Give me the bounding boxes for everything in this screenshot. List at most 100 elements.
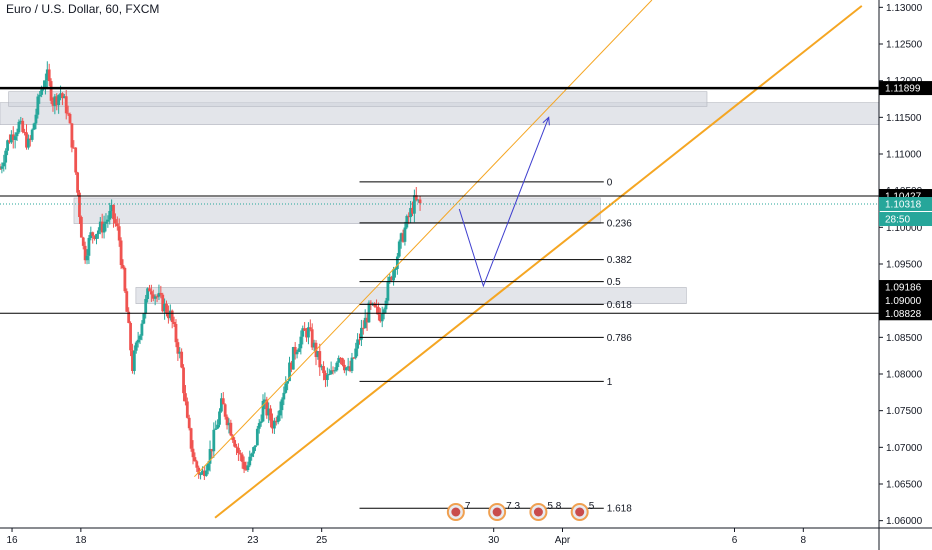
- candle: [195, 461, 199, 468]
- fib-level-label: 1.618: [607, 504, 632, 515]
- candle: [83, 245, 87, 261]
- candle: [176, 342, 180, 354]
- supply-demand-zone[interactable]: [73, 197, 601, 224]
- candle: [291, 347, 295, 370]
- x-tick-label: 16: [6, 535, 18, 546]
- candle: [34, 114, 38, 124]
- event-count: 7 3: [506, 501, 520, 512]
- trendline-channel[interactable]: [194, 0, 653, 478]
- candle: [394, 268, 397, 270]
- candle: [157, 292, 161, 297]
- candle: [165, 303, 168, 314]
- projection-path[interactable]: [458, 117, 550, 288]
- candle: [414, 195, 418, 200]
- candle: [312, 342, 316, 348]
- candle: [416, 199, 420, 201]
- candle: [361, 327, 365, 329]
- y-tick-label: 1.07000: [886, 443, 923, 454]
- candle: [255, 428, 259, 446]
- candle: [159, 292, 163, 295]
- x-tick-label: Apr: [555, 535, 571, 546]
- candle: [182, 367, 185, 394]
- candle: [93, 235, 97, 239]
- candle: [15, 132, 19, 137]
- x-tick-label: 23: [247, 535, 259, 546]
- candle: [307, 327, 310, 338]
- fib-level-label: 0.382: [607, 255, 632, 266]
- event-count: 5 8: [547, 501, 561, 512]
- candle: [405, 215, 409, 228]
- candle: [136, 339, 140, 343]
- countdown-tag: [879, 212, 932, 227]
- x-tick-label: 25: [316, 535, 328, 546]
- price-tag: [879, 280, 932, 295]
- fib-level-label: 0.5: [607, 277, 621, 288]
- candle: [305, 330, 308, 338]
- candle: [261, 400, 265, 422]
- candle: [392, 269, 395, 281]
- candle: [204, 470, 208, 476]
- y-tick-label: 1.08500: [886, 333, 923, 344]
- candle: [254, 445, 257, 448]
- price-tag: [879, 197, 932, 212]
- candle: [102, 223, 106, 233]
- candle: [271, 420, 274, 429]
- candle: [324, 373, 327, 380]
- candle: [409, 207, 413, 218]
- candle: [310, 329, 314, 348]
- candle: [327, 373, 331, 375]
- candle: [36, 96, 40, 115]
- candle: [134, 342, 138, 351]
- candle: [352, 357, 356, 359]
- candle: [252, 447, 255, 454]
- candle: [32, 123, 36, 130]
- candle: [356, 339, 360, 349]
- candle: [337, 357, 341, 363]
- candle: [388, 276, 392, 282]
- candle: [189, 428, 193, 449]
- candle: [74, 147, 78, 173]
- price-tag-label: 1.08828: [885, 309, 922, 320]
- trendline-support[interactable]: [214, 5, 863, 519]
- candle: [316, 351, 320, 358]
- price-tag-label: 1.10318: [885, 200, 922, 211]
- candle: [371, 303, 375, 305]
- supply-demand-zone[interactable]: [135, 287, 687, 304]
- candle: [106, 219, 110, 222]
- y-tick-label: 1.08000: [886, 370, 923, 381]
- candle: [301, 328, 305, 337]
- supply-demand-zone[interactable]: [8, 91, 708, 107]
- candle: [144, 298, 148, 314]
- candle: [8, 140, 11, 143]
- candle: [237, 447, 240, 454]
- candle: [384, 300, 388, 310]
- candle: [13, 136, 17, 140]
- candle: [322, 366, 325, 374]
- candle: [21, 120, 25, 132]
- candle: [295, 351, 299, 355]
- candle: [269, 408, 272, 421]
- candle: [348, 366, 352, 371]
- candle: [138, 335, 142, 340]
- y-tick-label: 1.09500: [886, 260, 923, 271]
- candle: [108, 210, 112, 220]
- candle: [51, 100, 55, 106]
- x-tick-label: 30: [488, 535, 500, 546]
- candle: [250, 453, 254, 457]
- candle: [284, 383, 288, 393]
- candle: [78, 192, 81, 218]
- candle: [240, 454, 244, 462]
- candle: [25, 132, 28, 148]
- candle: [72, 147, 76, 149]
- candle: [0, 168, 2, 170]
- event-count: 5: [589, 501, 595, 512]
- candle: [223, 404, 227, 417]
- candle: [117, 226, 121, 241]
- time-axis[interactable]: [0, 528, 932, 550]
- candle: [219, 398, 223, 412]
- y-tick-label: 1.07500: [886, 406, 923, 417]
- candle: [149, 291, 153, 295]
- candle: [208, 448, 212, 464]
- candle: [26, 138, 30, 148]
